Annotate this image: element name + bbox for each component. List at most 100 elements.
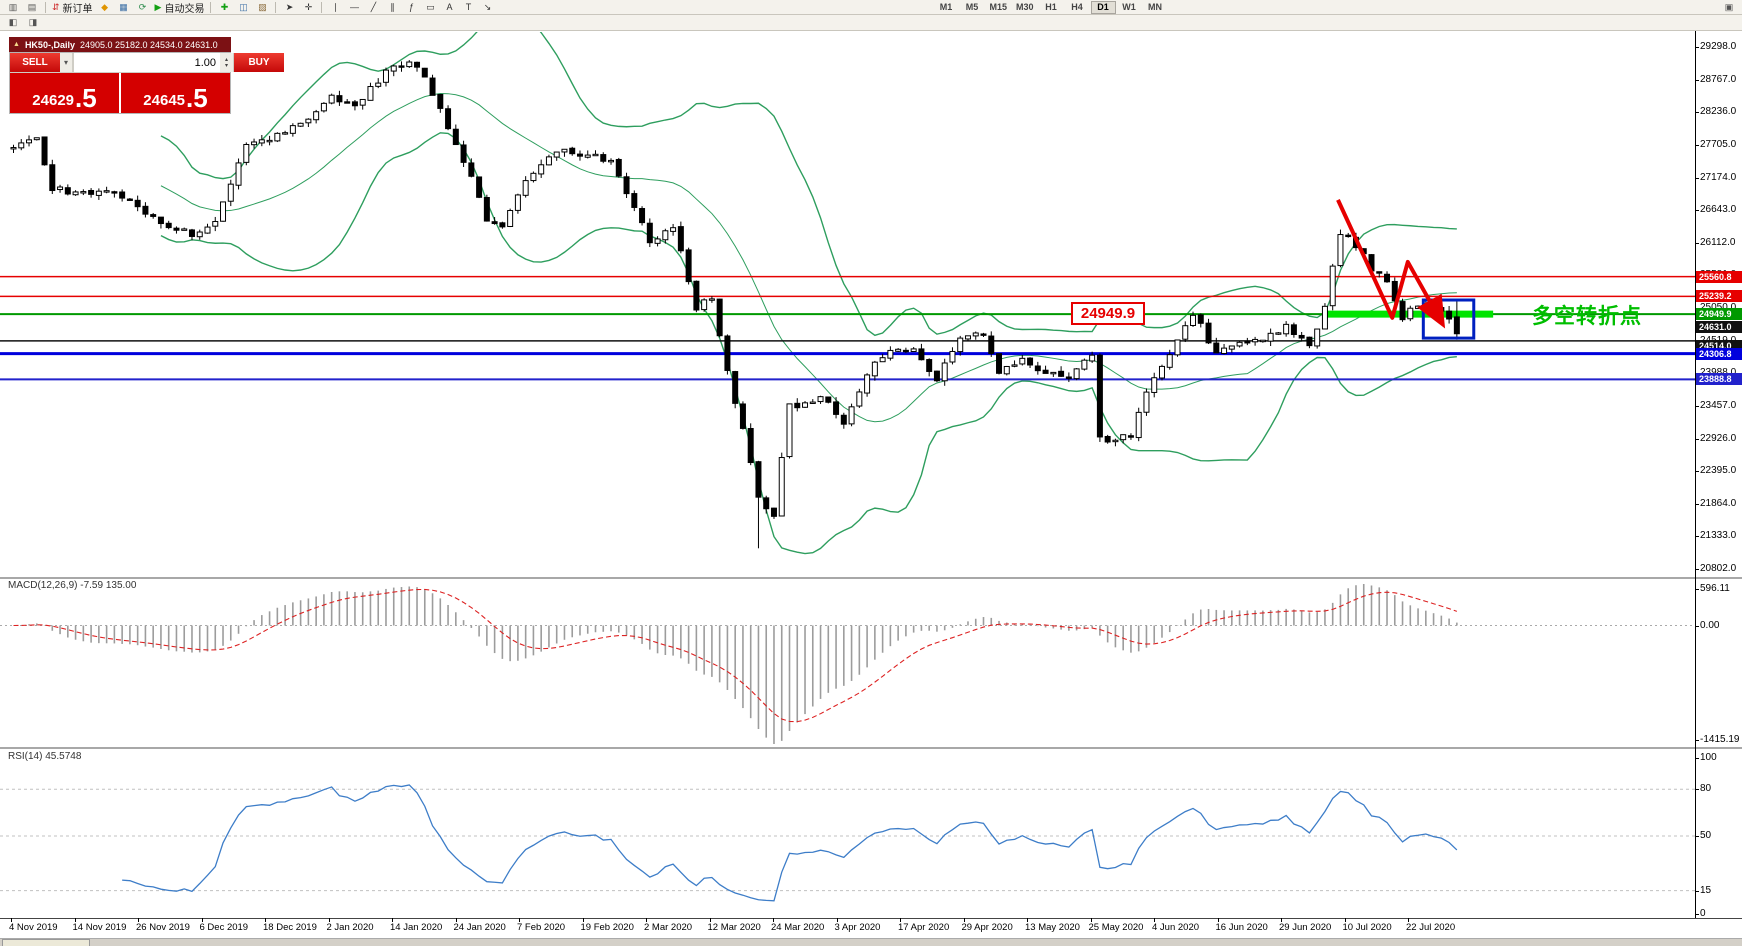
toolbar-separator xyxy=(321,1,323,13)
sell-price-main: 24629 xyxy=(32,91,75,109)
chart-window-tab[interactable] xyxy=(2,939,90,946)
timeframe-m5-button[interactable]: M5 xyxy=(965,2,979,12)
candlestick-series[interactable] xyxy=(10,60,1460,549)
text-tool-button[interactable]: A xyxy=(440,1,458,14)
fibonacci-tool-button[interactable]: ƒ xyxy=(402,1,420,14)
date-axis-label: 2 Jan 2020 xyxy=(326,922,374,933)
timeframe-m15-button[interactable]: M15 xyxy=(989,2,1007,12)
shapes-tool-button[interactable]: ▭ xyxy=(421,1,439,14)
date-axis-tick xyxy=(582,918,584,922)
rsi-indicator-label: RSI(14) 45.5748 xyxy=(8,751,82,762)
chart-list-button[interactable]: ◧ xyxy=(4,16,22,29)
volume-stepper[interactable]: ▴ ▾ xyxy=(220,53,233,72)
date-axis-label: 14 Jan 2020 xyxy=(390,922,443,933)
chart-zoom-icon: ◨ xyxy=(28,17,38,27)
chart-profiles-icon: ▤ xyxy=(27,1,37,12)
navigator-button[interactable]: ⟳ xyxy=(134,1,152,14)
vertical-line-tool-button[interactable]: ∣ xyxy=(326,1,344,14)
timeframe-m30-button[interactable]: M30 xyxy=(1015,2,1034,12)
toolbar-separator xyxy=(45,1,46,13)
new-order-button-label: 新订单 xyxy=(62,3,93,15)
templates-icon: ▨ xyxy=(258,1,267,12)
trendline-tool-button[interactable]: ╱ xyxy=(364,1,382,14)
bollinger-upper-line xyxy=(160,32,1457,337)
label-tool-button[interactable]: T xyxy=(459,1,477,14)
price-axis-border xyxy=(1695,31,1696,918)
date-axis-label: 24 Mar 2020 xyxy=(771,922,825,933)
chart-zoom-button[interactable]: ◨ xyxy=(24,16,42,29)
cursor-tool-icon: ➤ xyxy=(285,1,294,12)
timeframe-m1-button[interactable]: M1 xyxy=(939,2,953,12)
price-axis-tick-label: 26112.0 xyxy=(1700,236,1736,248)
price-axis-tick-label: 27174.0 xyxy=(1700,171,1737,183)
timeframe-h1-button[interactable]: H1 xyxy=(1045,2,1057,12)
turning-point-annotation[interactable]: 多空转折点 xyxy=(1532,305,1642,328)
date-axis-tick xyxy=(900,918,901,922)
horizontal-line-tool-button[interactable]: ― xyxy=(345,1,363,14)
price-axis-tick-label: 20802.0 xyxy=(1700,563,1737,574)
timeframe-w1-button[interactable]: W1 xyxy=(1122,2,1136,12)
market-watch-button[interactable]: ◆ xyxy=(96,1,114,14)
indicators-button[interactable]: ✚ xyxy=(215,1,233,14)
date-axis-label: 22 Jul 2020 xyxy=(1406,922,1456,933)
date-axis-tick xyxy=(392,918,393,922)
cursor-tool-button[interactable]: ➤ xyxy=(280,1,298,14)
spin-up-icon[interactable]: ▴ xyxy=(224,56,228,63)
arrow-tool-button[interactable]: ↘ xyxy=(478,1,496,14)
timeframe-h4-button[interactable]: H4 xyxy=(1071,2,1083,12)
new-chart-button[interactable]: ▥ xyxy=(4,1,22,14)
macd-signal-line xyxy=(13,588,1458,723)
sell-price-display[interactable]: 24629 .5 xyxy=(10,73,119,113)
chart-profiles-button[interactable]: ▤ xyxy=(23,1,41,14)
chart-titlebar[interactable]: ▲ HK50-,Daily 24905.0 25182.0 24534.0 24… xyxy=(9,37,231,52)
rsi-axis-80-tick xyxy=(1695,789,1699,791)
buy-button[interactable]: BUY xyxy=(234,53,284,72)
date-axis-label: 7 Feb 2020 xyxy=(517,922,566,933)
autotrading-button[interactable]: ▶ 自动交易 xyxy=(153,1,207,15)
navigator-icon: ⟳ xyxy=(138,1,147,12)
volume-input[interactable] xyxy=(74,53,220,72)
data-window-button[interactable]: ▦ xyxy=(115,1,133,14)
new-chart-icon: ▥ xyxy=(8,1,18,12)
new-order-icon: ⇵ xyxy=(52,1,60,12)
spin-down-icon[interactable]: ▾ xyxy=(224,62,228,69)
new-order-button[interactable]: ⇵ 新订单 xyxy=(50,1,95,15)
macd-axis-max: 596.11 xyxy=(1700,583,1730,594)
rsi-axis-50-tick xyxy=(1695,836,1699,837)
chart-fullscreen-button[interactable]: ▣ xyxy=(1720,1,1738,14)
rsi-panel-separator[interactable] xyxy=(0,747,1742,749)
indicator-windows-button[interactable]: ◫ xyxy=(234,1,252,14)
templates-button[interactable]: ▨ xyxy=(253,1,271,14)
date-axis-label: 16 Jun 2020 xyxy=(1215,922,1268,933)
downtrend-zigzag-arrow[interactable] xyxy=(1336,199,1446,329)
date-axis-tick xyxy=(74,918,76,922)
chart-window[interactable] xyxy=(0,31,1742,938)
chart-list-icon: ◧ xyxy=(8,17,18,27)
crosshair-tool-button[interactable]: ✛ xyxy=(299,1,317,14)
date-axis-tick xyxy=(11,918,12,922)
rsi-axis-15-tick xyxy=(1695,890,1699,892)
timeframe-mn-button[interactable]: MN xyxy=(1148,2,1162,12)
buy-price-display[interactable]: 24645 .5 xyxy=(121,73,230,113)
rsi-line xyxy=(122,784,1458,902)
date-axis-label: 4 Jun 2020 xyxy=(1152,922,1200,933)
date-axis-tick xyxy=(138,918,139,922)
macd-panel-separator[interactable] xyxy=(0,577,1742,579)
date-axis-tick xyxy=(328,918,330,922)
sell-button[interactable]: SELL xyxy=(10,53,60,72)
order-controls-row: SELL ▾ ▴ ▾ BUY xyxy=(10,53,284,73)
date-axis-label: 29 Jun 2020 xyxy=(1279,922,1332,933)
date-axis-tick xyxy=(836,918,838,922)
sell-dropdown[interactable]: ▾ xyxy=(60,53,73,72)
macd-axis-min-tick xyxy=(1695,740,1699,741)
price-level-annotation[interactable]: 24949.9 xyxy=(1071,302,1145,325)
collapse-triangle-icon[interactable]: ▲ xyxy=(13,41,20,48)
timeframe-d1-button[interactable]: D1 xyxy=(1090,0,1116,14)
market-watch-icon: ◆ xyxy=(101,1,108,12)
toolbar-separator xyxy=(210,1,212,13)
channel-tool-button[interactable]: ∥ xyxy=(383,1,401,14)
price-axis-tick-label: 26643.0 xyxy=(1700,204,1737,216)
chart-ohlc-text: 24905.0 25182.0 24534.0 24631.0 xyxy=(79,39,218,50)
price-tag-25239.2: 25239.2 xyxy=(1696,290,1742,303)
